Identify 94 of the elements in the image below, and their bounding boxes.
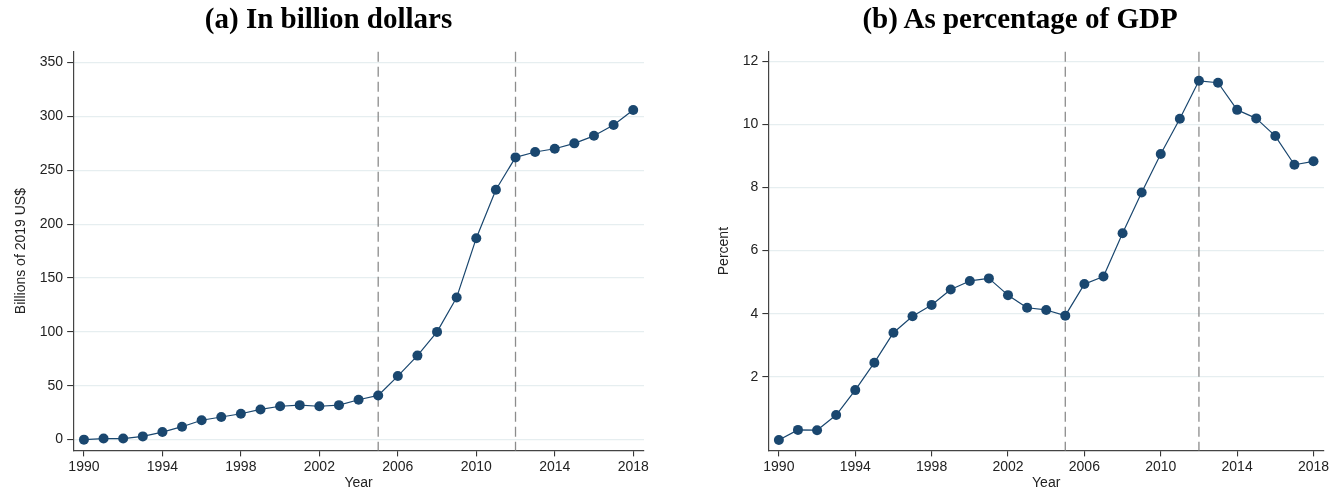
x-tick-label: 1990 — [68, 457, 100, 474]
point — [1251, 113, 1262, 124]
point — [451, 292, 462, 303]
point — [530, 146, 541, 157]
point — [1270, 131, 1281, 142]
point — [1022, 302, 1033, 313]
x-tick-label: 2006 — [1068, 457, 1101, 474]
x-tick-label: 1998 — [225, 457, 257, 474]
point — [812, 425, 823, 436]
x-tick-label: 2014 — [1221, 457, 1253, 474]
y-tick-label: 10 — [742, 115, 759, 132]
x-tick-label: 2014 — [539, 457, 571, 474]
x-tick-label: 2002 — [303, 457, 336, 474]
point — [1098, 271, 1109, 282]
point — [1213, 77, 1224, 88]
point — [137, 431, 148, 442]
point — [333, 400, 344, 411]
y-tick-label: 300 — [39, 107, 64, 124]
y-tick-label: 250 — [39, 161, 64, 178]
y-tick-label: 50 — [47, 376, 64, 393]
y-tick-label: 2 — [750, 367, 759, 384]
x-tick-label: 2006 — [382, 457, 414, 474]
y-tick-label: 200 — [39, 215, 64, 232]
y-tick-label: 6 — [750, 241, 759, 258]
x-tick-label: 2010 — [460, 457, 493, 474]
point — [569, 138, 580, 149]
point — [888, 327, 899, 338]
point — [255, 404, 266, 415]
point — [926, 299, 937, 310]
point — [1117, 228, 1128, 239]
point — [216, 412, 227, 422]
x-tick-label: 2018 — [1297, 457, 1330, 474]
x-tick-label: 1994 — [146, 457, 179, 474]
chart-title: (b) As percentage of GDP — [862, 1, 1178, 35]
chart-title: (a) In billion dollars — [204, 1, 453, 35]
x-tick-label: 1990 — [763, 457, 795, 474]
point — [792, 424, 803, 435]
point — [294, 400, 305, 411]
point — [1003, 290, 1013, 301]
point — [118, 433, 129, 444]
y-tick-label: 150 — [39, 268, 64, 285]
point — [1232, 104, 1243, 115]
point — [275, 401, 286, 412]
point — [831, 410, 842, 421]
y-axis-title: Billions of 2019 US$ — [12, 187, 29, 315]
y-axis-title: Percent — [715, 226, 732, 276]
y-tick-label: 100 — [39, 322, 64, 339]
point — [177, 421, 188, 432]
point — [510, 152, 521, 163]
point — [392, 371, 403, 382]
point — [1289, 159, 1300, 170]
point — [1041, 304, 1052, 315]
x-tick-label: 2010 — [1145, 457, 1177, 474]
x-axis-title: Year — [344, 474, 374, 491]
y-tick-label: 0 — [55, 430, 64, 447]
x-axis-title: Year — [1032, 474, 1061, 491]
point — [78, 434, 89, 445]
point — [1174, 113, 1185, 124]
y-tick-label: 8 — [750, 178, 759, 195]
y-tick-label: 350 — [39, 53, 64, 70]
point — [1308, 156, 1319, 167]
y-tick-label: 12 — [742, 52, 759, 69]
x-tick-label: 2018 — [617, 457, 649, 474]
point — [773, 434, 784, 445]
point — [1193, 75, 1204, 86]
point — [412, 350, 423, 361]
point — [1136, 187, 1147, 198]
point — [490, 184, 501, 195]
point — [850, 385, 861, 396]
point — [869, 357, 880, 368]
x-tick-label: 1994 — [839, 457, 872, 474]
point — [1079, 279, 1090, 290]
point — [588, 130, 599, 141]
point — [549, 143, 560, 154]
point — [98, 433, 109, 444]
point — [373, 390, 384, 401]
x-tick-label: 2002 — [992, 457, 1024, 474]
point — [983, 273, 994, 284]
point — [1060, 310, 1071, 321]
point — [907, 311, 918, 322]
point — [964, 275, 975, 286]
point — [314, 401, 325, 412]
point — [235, 408, 246, 419]
point — [157, 427, 168, 438]
point — [608, 120, 619, 131]
point — [432, 326, 443, 337]
point — [1155, 149, 1166, 160]
y-tick-label: 4 — [750, 304, 759, 321]
point — [628, 104, 639, 115]
point — [471, 233, 482, 244]
x-tick-label: 1998 — [916, 457, 948, 474]
point — [196, 415, 207, 426]
point — [353, 394, 364, 405]
point — [945, 284, 956, 295]
